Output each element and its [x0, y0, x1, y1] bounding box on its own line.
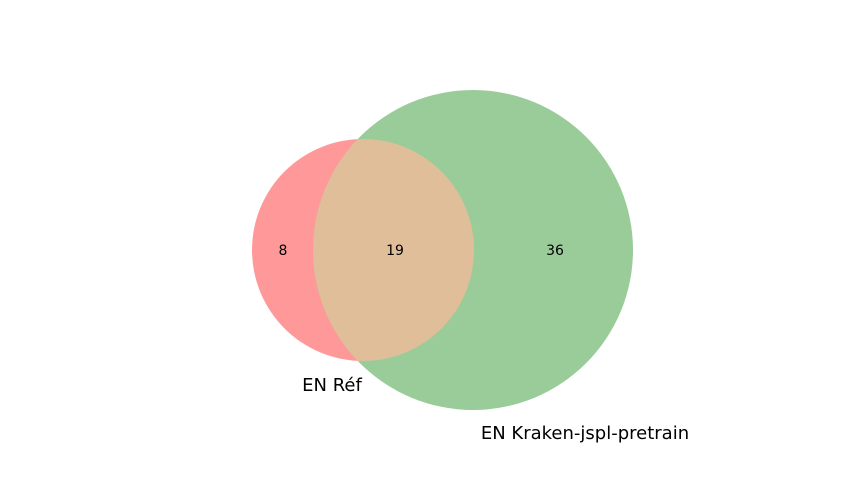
intersection-region [313, 139, 474, 361]
set-a-label: EN Réf [302, 375, 362, 396]
intersection-count: 19 [386, 243, 404, 259]
only-a-count: 8 [279, 243, 288, 259]
only-b-count: 36 [546, 243, 564, 259]
set-b-label: EN Kraken-jspl-pretrain [481, 423, 689, 444]
